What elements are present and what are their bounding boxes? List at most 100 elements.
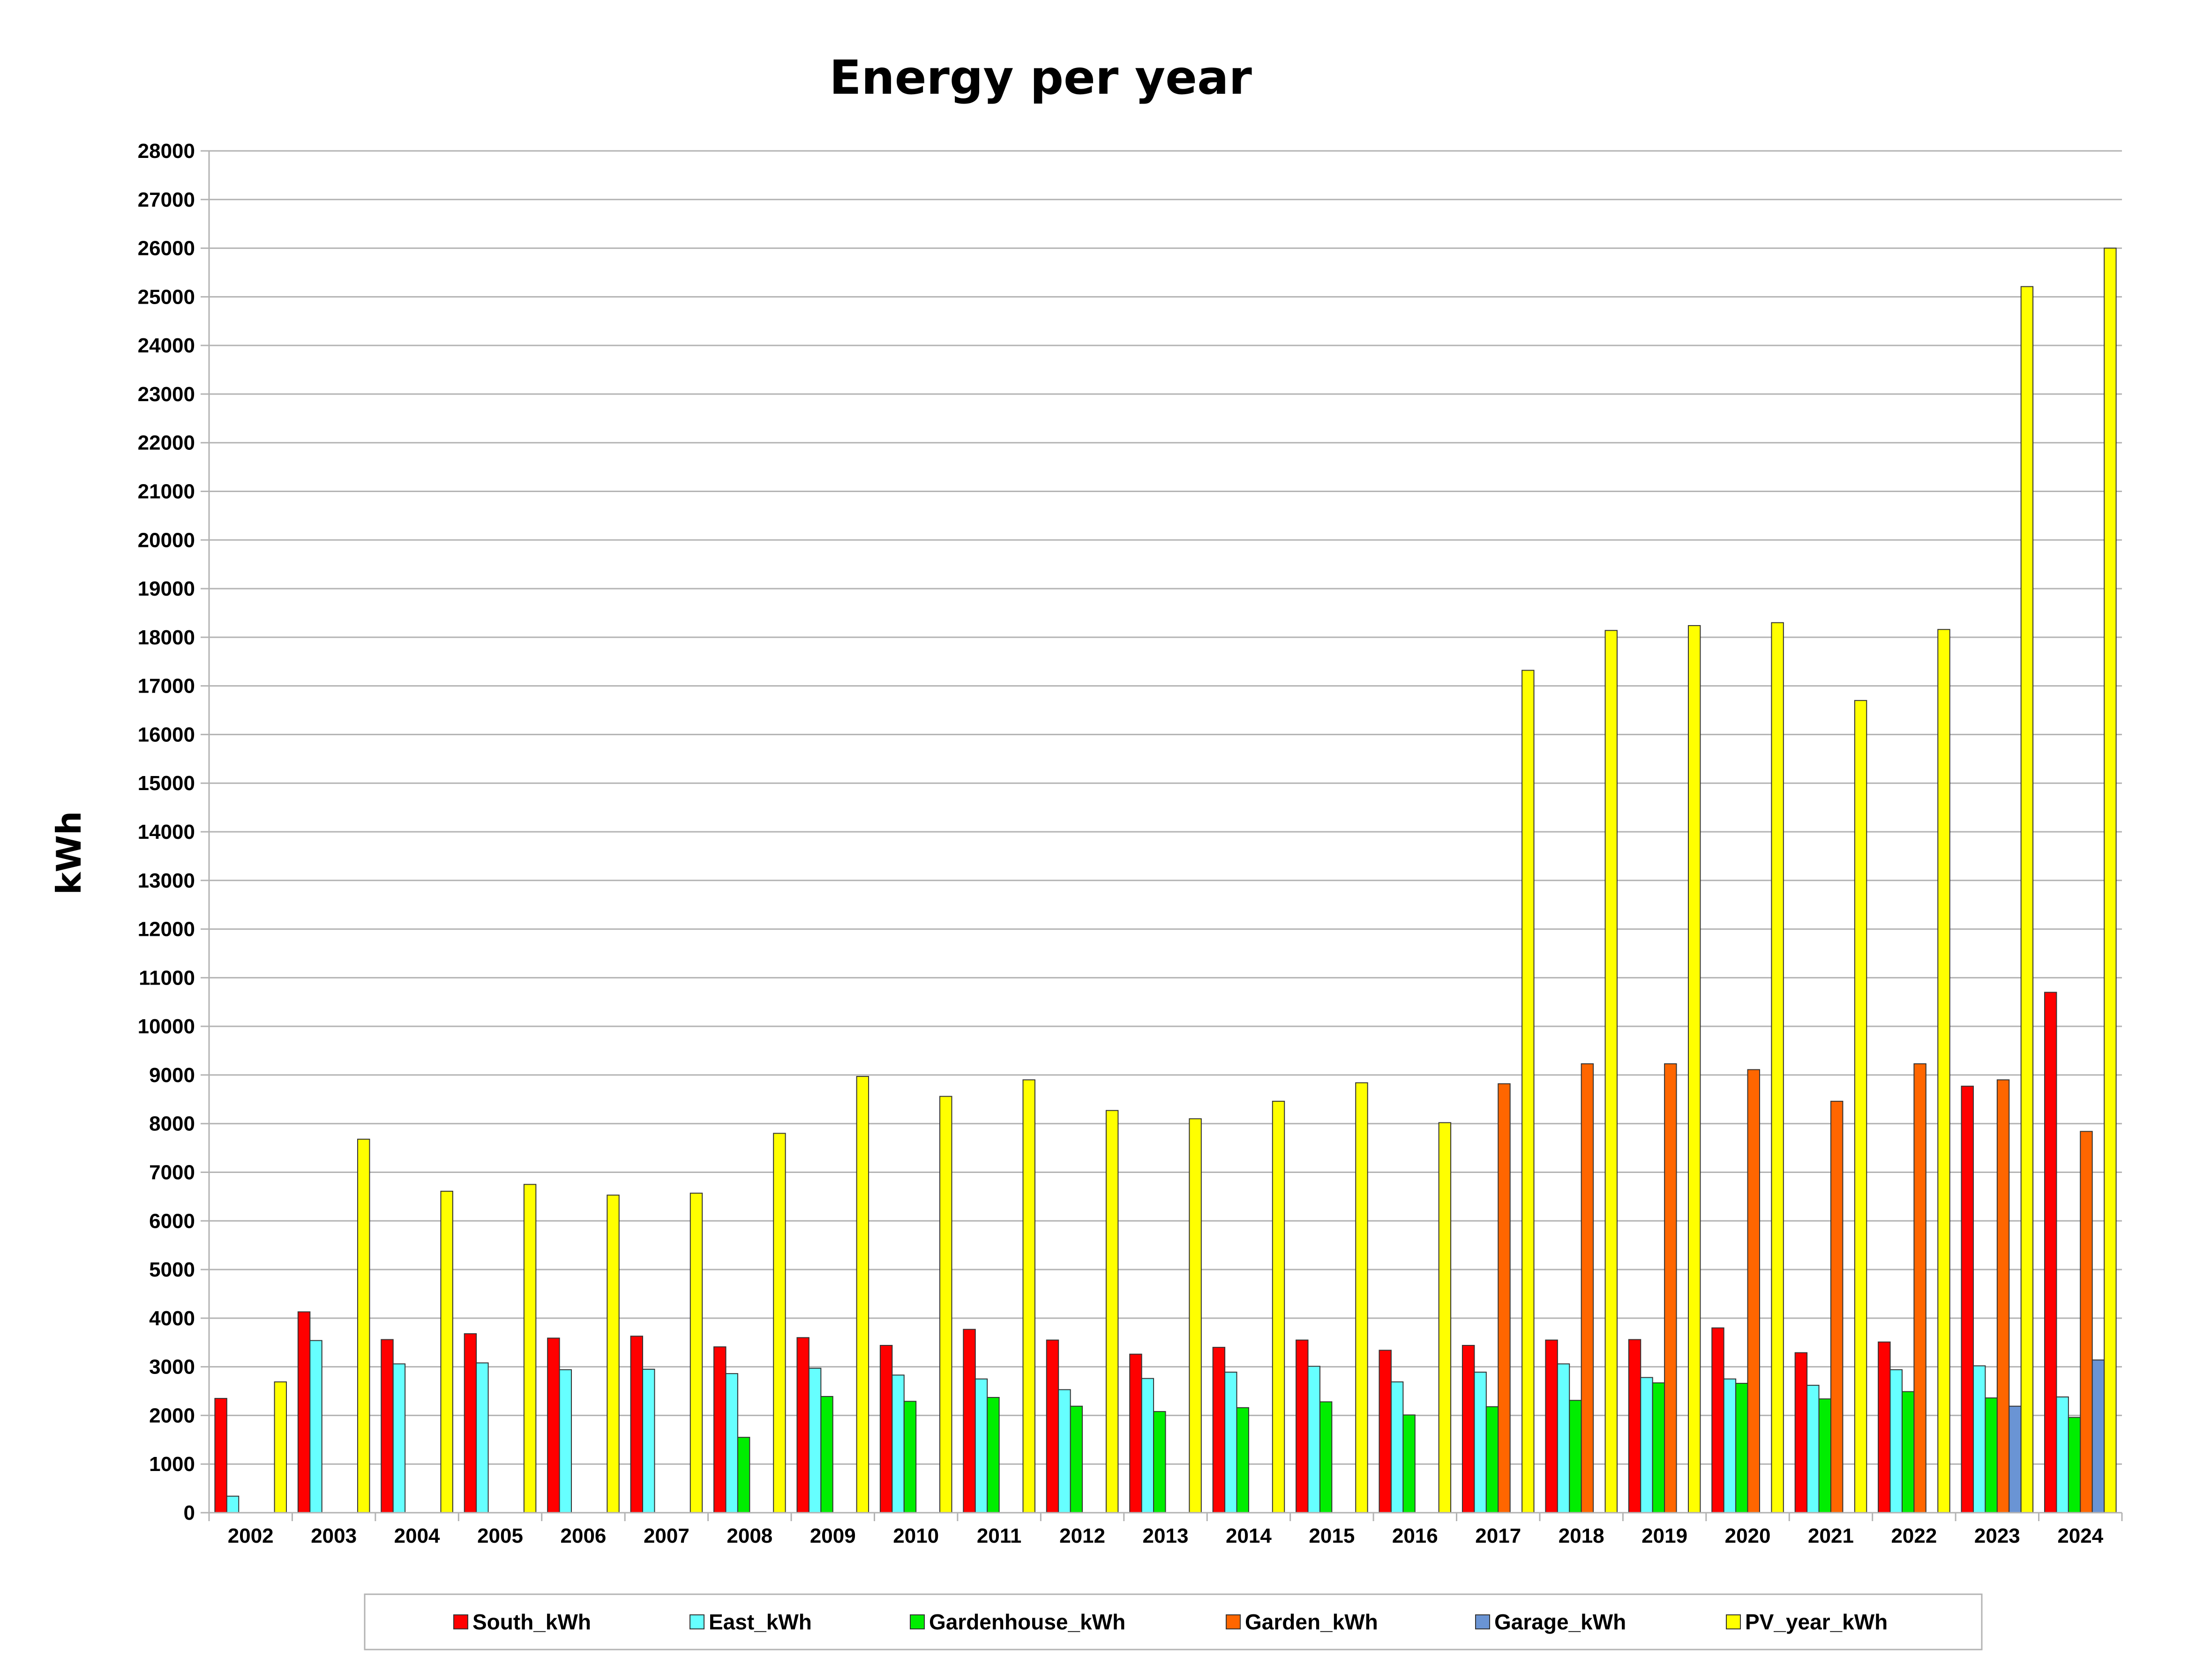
bar-East_kWh-2005 [476, 1362, 489, 1514]
bar-Garden_kWh-2022 [1913, 1063, 1926, 1513]
bar-East_kWh-2012 [1058, 1389, 1071, 1513]
y-tick-label: 16000 [138, 723, 195, 746]
bar-Garage_kWh-2024 [2091, 1359, 2105, 1513]
bar-East_kWh-2011 [974, 1378, 988, 1514]
bar-East_kWh-2002 [226, 1495, 240, 1514]
x-tick-label: 2010 [893, 1524, 939, 1547]
x-tick-label: 2020 [1725, 1524, 1771, 1547]
y-tick-label: 21000 [138, 480, 195, 503]
bar-East_kWh-2008 [725, 1373, 738, 1513]
bar-PV_year_kWh-2003 [357, 1138, 370, 1514]
y-tick-label: 23000 [138, 383, 195, 406]
legend-label: South_kWh [472, 1610, 591, 1634]
y-tick-label: 1000 [149, 1453, 195, 1476]
bar-Gardenhouse_kWh-2011 [987, 1397, 1000, 1513]
bar-Gardenhouse_kWh-2015 [1319, 1401, 1333, 1514]
bar-Garden_kWh-2021 [1830, 1100, 1844, 1514]
bar-PV_year_kWh-2014 [1272, 1100, 1285, 1514]
x-tick-label: 2005 [477, 1524, 523, 1547]
bar-Gardenhouse_kWh-2017 [1485, 1406, 1499, 1513]
y-tick-label: 15000 [138, 772, 195, 795]
bar-South_kWh-2024 [2044, 992, 2057, 1514]
bar-East_kWh-2020 [1723, 1378, 1737, 1514]
x-tick-label: 2014 [1226, 1524, 1272, 1547]
bar-South_kWh-2020 [1711, 1327, 1724, 1513]
bar-East_kWh-2021 [1806, 1385, 1820, 1514]
x-tick-label: 2018 [1559, 1524, 1604, 1547]
bar-PV_year_kWh-2017 [1521, 670, 1535, 1513]
bar-Gardenhouse_kWh-2010 [903, 1401, 917, 1514]
bar-South_kWh-2008 [713, 1346, 727, 1514]
bar-South_kWh-2019 [1628, 1339, 1641, 1514]
bar-Gardenhouse_kWh-2008 [737, 1437, 750, 1513]
chart-title: Energy per year [829, 50, 1252, 105]
y-tick-label: 12000 [138, 918, 195, 941]
bar-South_kWh-2006 [547, 1337, 560, 1513]
bar-East_kWh-2007 [642, 1368, 655, 1513]
bar-East_kWh-2018 [1557, 1363, 1570, 1514]
bar-South_kWh-2002 [214, 1398, 227, 1513]
bar-South_kWh-2016 [1379, 1350, 1392, 1513]
y-tick-label: 8000 [149, 1113, 195, 1135]
bar-PV_year_kWh-2020 [1771, 622, 1784, 1513]
bar-PV_year_kWh-2010 [939, 1096, 952, 1513]
legend-label: Gardenhouse_kWh [929, 1610, 1125, 1634]
bar-Garage_kWh-2023 [2009, 1405, 2022, 1513]
y-tick-label: 10000 [138, 1015, 195, 1038]
bar-East_kWh-2016 [1390, 1381, 1404, 1513]
y-tick-label: 26000 [138, 237, 195, 260]
bar-PV_year_kWh-2008 [773, 1133, 786, 1513]
bar-Gardenhouse_kWh-2013 [1153, 1411, 1166, 1514]
x-tick-label: 2021 [1808, 1524, 1854, 1547]
x-axis-ticks: 2002 2003 2004 2005 2006 2007 2008 2009 2010 2011… [228, 1524, 2104, 1547]
x-tick-label: 2024 [2057, 1524, 2103, 1547]
y-tick-label: 5000 [149, 1258, 195, 1281]
bar-East_kWh-2006 [559, 1369, 572, 1514]
y-tick-label: 25000 [138, 285, 195, 308]
bar-Garden_kWh-2020 [1747, 1069, 1760, 1514]
bar-South_kWh-2013 [1129, 1353, 1142, 1514]
x-tick-label: 2008 [727, 1524, 772, 1547]
bar-East_kWh-2013 [1141, 1378, 1154, 1514]
y-axis-label: kWh [49, 811, 89, 895]
bar-Gardenhouse_kWh-2019 [1652, 1382, 1665, 1513]
bar-PV_year_kWh-2007 [690, 1193, 703, 1514]
bar-South_kWh-2015 [1296, 1339, 1309, 1514]
bar-PV_year_kWh-2019 [1687, 625, 1701, 1513]
bar-PV_year_kWh-2012 [1105, 1110, 1119, 1513]
bar-PV_year_kWh-2022 [1937, 629, 1950, 1513]
legend-label: East_kWh [709, 1610, 812, 1634]
bar-Gardenhouse_kWh-2016 [1402, 1414, 1416, 1513]
bar-East_kWh-2003 [309, 1340, 322, 1514]
y-tick-label: 17000 [138, 675, 195, 698]
y-tick-label: 24000 [138, 334, 195, 357]
bar-PV_year_kWh-2006 [607, 1195, 620, 1513]
bar-PV_year_kWh-2021 [1854, 700, 1867, 1513]
bar-Gardenhouse_kWh-2023 [1985, 1397, 1998, 1513]
y-tick-label: 19000 [138, 577, 195, 600]
bar-Gardenhouse_kWh-2014 [1236, 1407, 1249, 1513]
bar-PV_year_kWh-2018 [1604, 630, 1618, 1513]
bar-East_kWh-2024 [2056, 1396, 2069, 1513]
bar-South_kWh-2005 [464, 1333, 477, 1514]
bars [214, 247, 2117, 1514]
bar-East_kWh-2014 [1224, 1372, 1237, 1514]
bar-PV_year_kWh-2005 [523, 1184, 537, 1514]
bar-Garden_kWh-2017 [1498, 1083, 1511, 1514]
y-axis-ticks: 0 1000 2000 3000 4000 5000 6000 7000 8000 9000 100… [138, 140, 195, 1524]
bar-Garden_kWh-2018 [1581, 1063, 1594, 1513]
bar-South_kWh-2021 [1794, 1352, 1808, 1513]
y-tick-label: 3000 [149, 1356, 195, 1379]
bar-East_kWh-2022 [1889, 1369, 1903, 1514]
y-tick-label: 2000 [149, 1404, 195, 1427]
x-tick-label: 2007 [644, 1524, 690, 1547]
bar-PV_year_kWh-2004 [440, 1190, 453, 1513]
bar-PV_year_kWh-2011 [1022, 1079, 1035, 1513]
bar-East_kWh-2004 [392, 1363, 406, 1514]
bar-South_kWh-2023 [1961, 1085, 1974, 1514]
bar-South_kWh-2022 [1878, 1341, 1891, 1514]
legend-box [364, 1593, 1983, 1650]
x-tick-label: 2009 [810, 1524, 856, 1547]
x-tick-label: 2003 [311, 1524, 357, 1547]
